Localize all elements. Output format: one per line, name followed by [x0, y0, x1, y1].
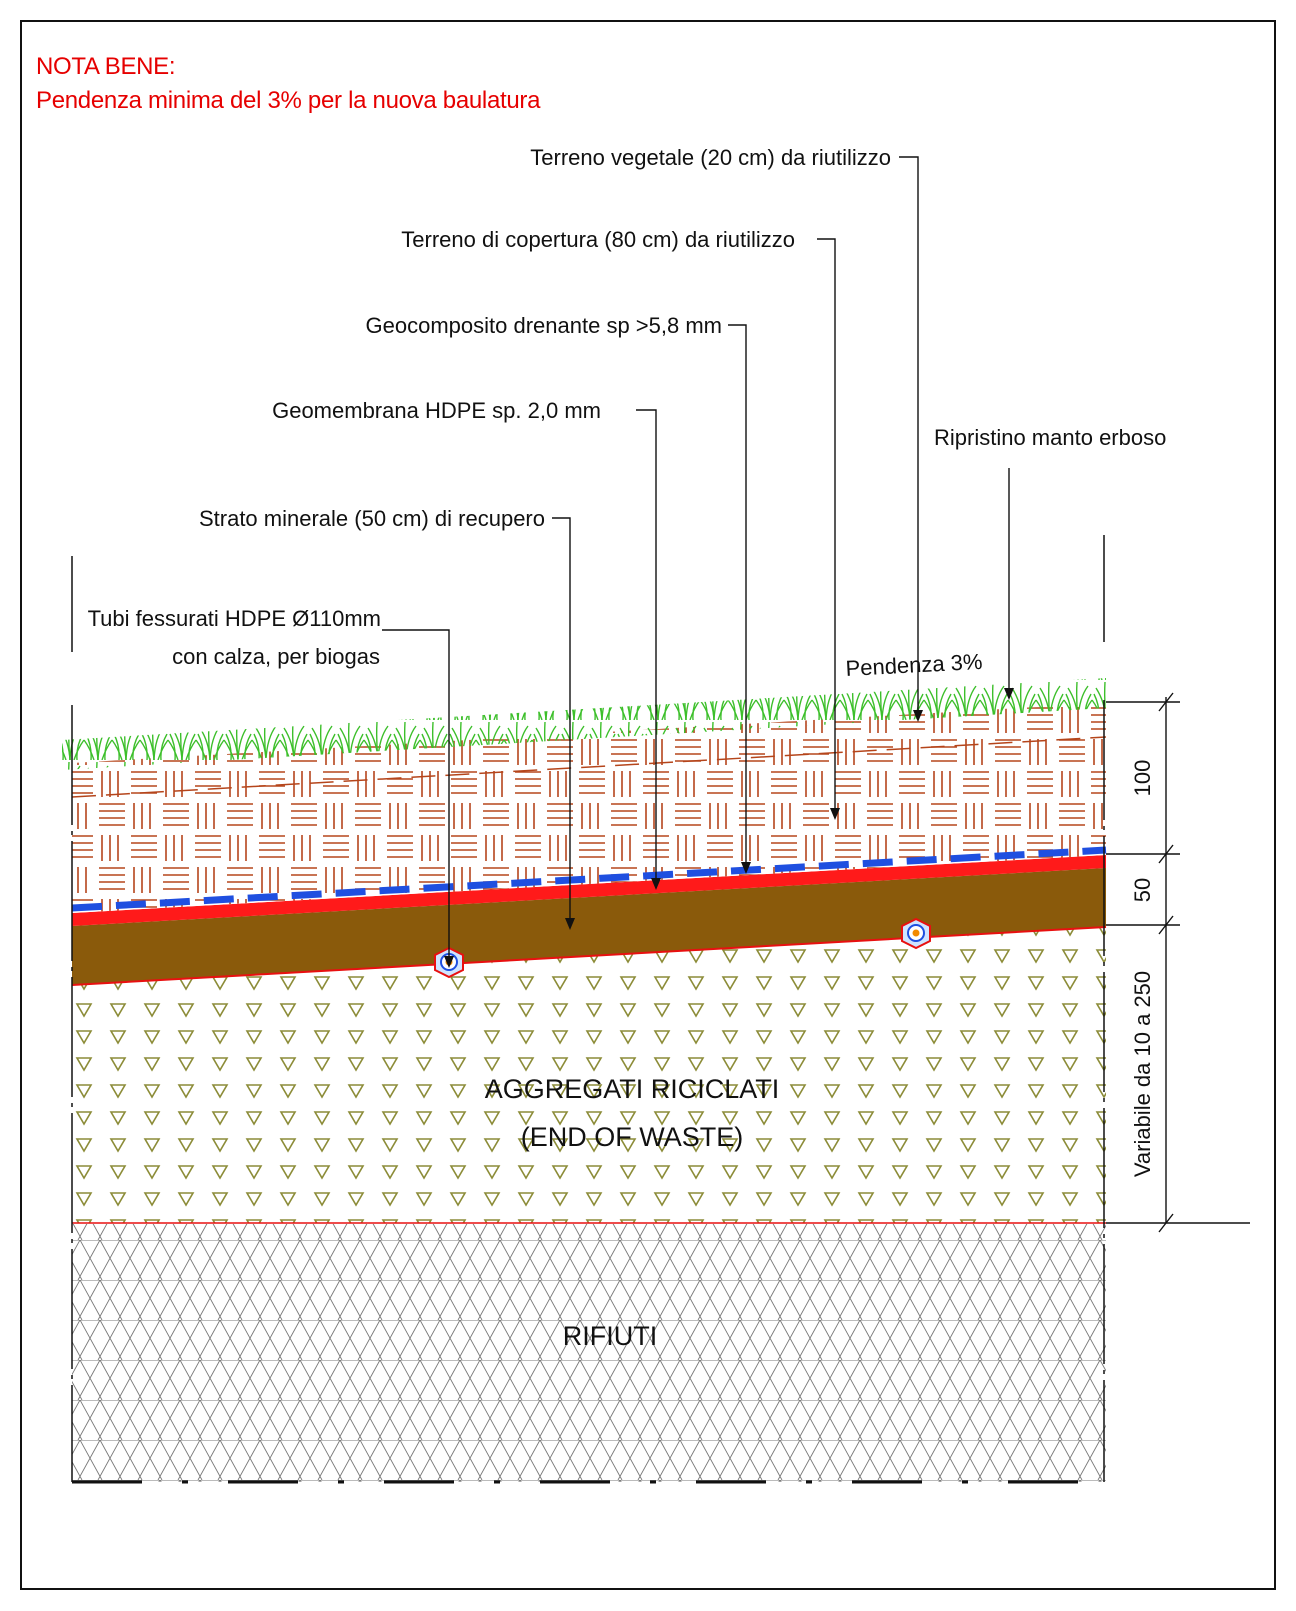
label-tubi-line1: Tubi fessurati HDPE Ø110mm — [88, 606, 381, 631]
dimension-100: 100 — [1130, 760, 1155, 797]
aggregati-layer — [72, 927, 1106, 1223]
mineral-bottom-line — [71, 926, 1107, 986]
geocomposito-layer — [71, 846, 1107, 912]
leader-lines — [382, 156, 1010, 956]
label-pendenza: Pendenza 3% — [845, 649, 983, 681]
label-tubi-line2: con calza, per biogas — [172, 644, 380, 669]
label-strato-minerale: Strato minerale (50 cm) di recupero — [199, 506, 545, 531]
label-terreno-copertura: Terreno di copertura (80 cm) da riutiliz… — [401, 227, 795, 252]
note-title: NOTA BENE: — [36, 53, 176, 80]
geomembrana-layer — [72, 855, 1106, 926]
terreno-copertura-layer — [72, 703, 1106, 913]
label-terreno-vegetale: Terreno vegetale (20 cm) da riutilizzo — [530, 145, 891, 170]
aggregati-label-line1: AGGREGATI RICICLATI — [485, 1074, 780, 1104]
pipe-right-icon — [901, 917, 931, 950]
rifiuti-layer — [72, 1224, 1106, 1482]
note-text: Pendenza minima del 3% per la nuova baul… — [36, 87, 541, 114]
vegetale-separation-line — [71, 736, 1107, 798]
dimension-line — [1106, 692, 1250, 1233]
grass-layer — [62, 678, 1106, 770]
label-ripristino: Ripristino manto erboso — [934, 425, 1166, 450]
sheet-border — [20, 20, 1276, 1590]
rifiuti-label: RIFIUTI — [563, 1321, 658, 1351]
dimension-variabile: Variabile da 10 a 250 — [1130, 971, 1155, 1177]
strato-minerale-layer — [72, 868, 1106, 985]
aggregati-label-line2: (END OF WASTE) — [521, 1122, 744, 1152]
dimension-50: 50 — [1130, 878, 1155, 902]
label-geocomposito: Geocomposito drenante sp >5,8 mm — [366, 313, 722, 338]
label-geomembrana: Geomembrana HDPE sp. 2,0 mm — [272, 398, 601, 423]
leader-arrowheads — [444, 688, 1014, 968]
